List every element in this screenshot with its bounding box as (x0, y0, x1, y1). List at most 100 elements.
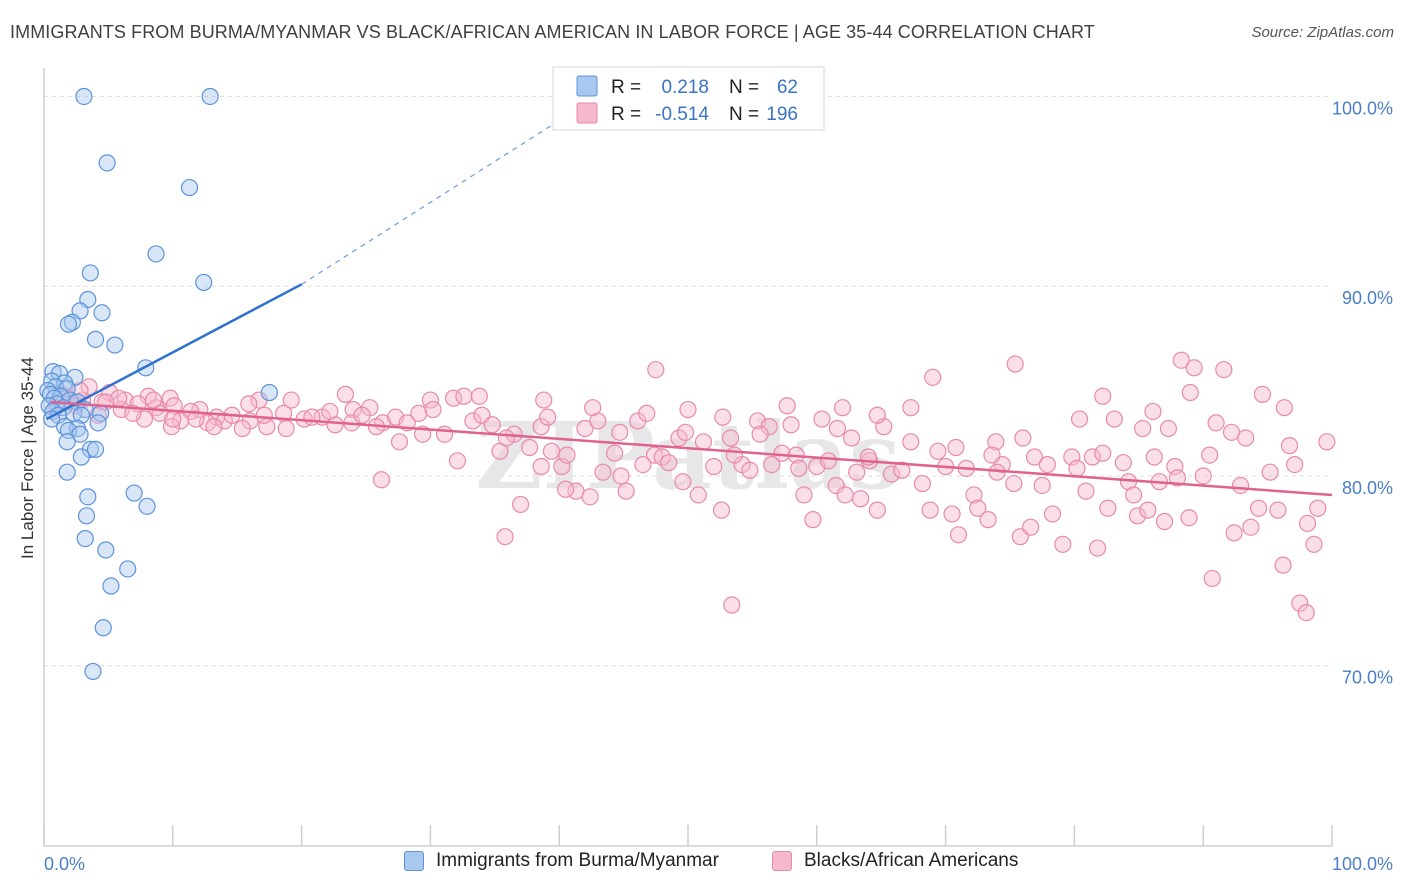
pink-point (435, 425, 454, 443)
pink-point (1114, 454, 1132, 472)
legend-frame (552, 66, 825, 131)
blue-point (86, 440, 105, 459)
pink-point (694, 433, 713, 451)
pink-point (255, 406, 273, 424)
pink-point (969, 499, 987, 517)
pink-point (1215, 361, 1233, 379)
pink-point (842, 429, 861, 447)
pink-point (1181, 383, 1199, 402)
pink-point (1038, 455, 1056, 474)
pink-point (581, 488, 599, 506)
blue-point (106, 336, 124, 354)
blue-point (76, 529, 94, 548)
pink-point (1203, 569, 1221, 588)
blue-point (75, 87, 93, 106)
pink-point (1180, 509, 1198, 527)
pink-point (882, 465, 901, 483)
blue-point (77, 507, 96, 525)
pink-point (947, 438, 965, 457)
pink-point (913, 474, 932, 493)
blue-point (71, 425, 89, 443)
pink-point (1261, 463, 1279, 481)
blue-point (72, 448, 90, 466)
y-tick-label: 80.0% (1342, 478, 1393, 498)
pink-point (594, 463, 612, 481)
blue-point (58, 463, 76, 481)
pink-point (741, 461, 759, 479)
pink-point (893, 461, 911, 479)
legend-swatch-pink (576, 102, 598, 124)
pink-point (1025, 448, 1044, 466)
pink-point (205, 418, 223, 436)
pink-point (965, 486, 983, 504)
pink-point (1274, 556, 1292, 574)
pink-point (1139, 501, 1157, 519)
pink-point (679, 400, 697, 419)
blue-point (119, 560, 137, 578)
blue-point (94, 619, 112, 637)
pink-point (321, 402, 339, 421)
pink-point (1253, 385, 1272, 403)
pink-point (921, 501, 939, 519)
pink-point (1005, 474, 1023, 493)
pink-trend-line (50, 400, 1333, 497)
pink-point (1242, 518, 1260, 536)
pink-point (336, 385, 354, 403)
pink-point (828, 419, 847, 438)
pink-point (511, 495, 530, 514)
blue-point (79, 488, 97, 506)
pink-point (1280, 437, 1299, 455)
pink-point (448, 452, 467, 470)
pink-point (558, 446, 576, 464)
chart-title: IMMIGRANTS FROM BURMA/MYANMAR VS BLACK/A… (10, 22, 1095, 42)
pink-point (187, 410, 205, 428)
pink-point (833, 399, 852, 417)
pink-point (497, 429, 515, 447)
x-tick-label-max: 100.0% (1332, 854, 1393, 874)
blue-series-points (39, 87, 278, 681)
pink-point (638, 404, 656, 422)
blue-point (86, 330, 105, 348)
legend-r-value-blue: 0.218 (661, 77, 709, 98)
pink-point (589, 412, 607, 430)
pink-point (1291, 594, 1309, 612)
pink-point (542, 442, 561, 460)
pink-point (634, 455, 652, 474)
pink-point (773, 444, 791, 462)
bottom-legend-item-pink: Blacks/African Americans (772, 850, 1018, 872)
blue-point (58, 433, 76, 451)
pink-point (1068, 459, 1086, 477)
pink-point (1145, 448, 1163, 466)
pink-point (611, 423, 629, 441)
blue-point (98, 154, 116, 172)
pink-point (326, 416, 344, 434)
bottom-legend-label-pink: Blacks/African Americans (804, 850, 1019, 871)
pink-point (790, 459, 808, 477)
pink-point (1286, 455, 1304, 474)
pink-point (1207, 414, 1225, 432)
legend-r-value-pink: -0.514 (655, 104, 709, 125)
pink-point (1305, 535, 1323, 553)
pink-point (1083, 448, 1102, 466)
pink-point (1077, 482, 1095, 500)
pink-point (353, 406, 371, 424)
pink-point (1014, 429, 1032, 447)
pink-point (532, 457, 550, 476)
pink-point (723, 596, 741, 614)
pink-point (689, 486, 707, 504)
pink-point (1125, 486, 1143, 504)
blue-point (102, 577, 120, 595)
pink-point (410, 404, 428, 422)
pink-point (1105, 410, 1123, 428)
pink-point (725, 446, 743, 464)
pink-point (1159, 419, 1178, 438)
pink-point (539, 408, 557, 426)
pink-point (1006, 355, 1024, 373)
legend-n-value-pink: 196 (766, 104, 798, 125)
pink-point (1231, 476, 1250, 495)
pink-point (1298, 514, 1317, 533)
legend-n-value-blue: 62 (777, 77, 798, 98)
pink-point (1099, 499, 1117, 517)
pink-point (929, 442, 947, 460)
